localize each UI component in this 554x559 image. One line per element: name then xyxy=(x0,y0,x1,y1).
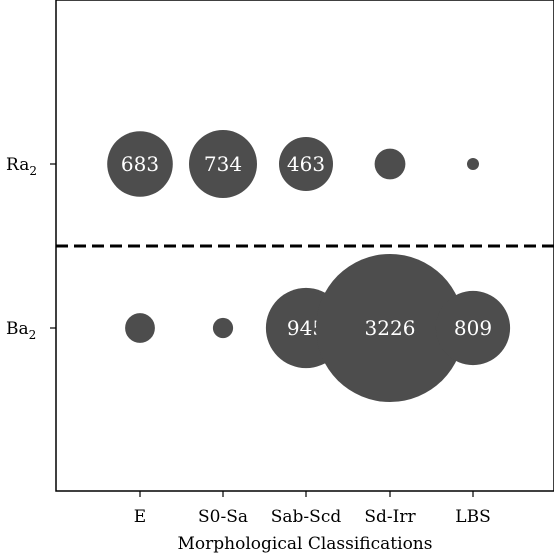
bubble-value-label: 683 xyxy=(121,152,159,176)
x-tick-label: S0-Sa xyxy=(198,507,248,527)
y-axis-ticks: Ra2 Ba2 xyxy=(6,155,56,342)
bubble-value-label: 463 xyxy=(287,152,325,176)
bubble-ra2-lbs xyxy=(467,158,479,170)
bubble-ra2-e xyxy=(107,131,173,197)
x-axis-ticks: E S0-Sa Sab-Scd Sd-Irr LBS xyxy=(134,491,491,527)
bubble-ba2-s0-sa xyxy=(212,317,234,339)
bubble-value-label: 3226 xyxy=(365,316,416,340)
bubble-ba2-lbs xyxy=(435,290,511,366)
bubble-value-label: 809 xyxy=(454,316,492,340)
bubble-ba2-sd-irr xyxy=(316,254,464,402)
x-axis-title: Morphological Classifications xyxy=(178,534,433,554)
x-tick-label: Sab-Scd xyxy=(271,507,342,527)
x-tick-label: E xyxy=(134,507,146,527)
x-tick-label: LBS xyxy=(455,507,490,527)
bubble-ra2-s0-sa xyxy=(189,130,257,198)
bubble-ba2-e xyxy=(125,313,155,343)
y-tick-label: Ba2 xyxy=(6,319,36,342)
bubble-ra2-sd-irr xyxy=(374,148,406,180)
x-tick-label: Sd-Irr xyxy=(364,507,416,527)
bubble-value-label: 734 xyxy=(204,152,242,176)
bubble-ra2-sab-scd xyxy=(279,137,333,191)
y-tick-label: Ra2 xyxy=(6,155,37,178)
